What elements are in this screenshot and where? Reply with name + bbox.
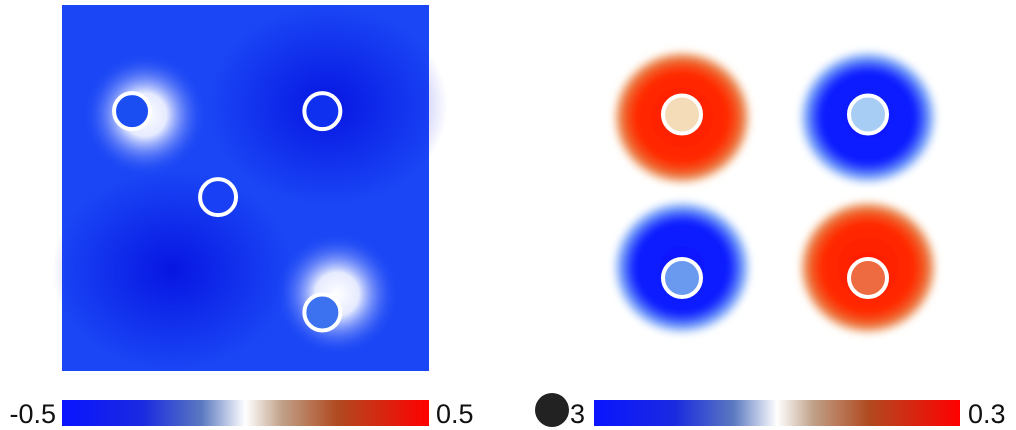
site-marker [847,257,889,299]
left-colorbar-min-label: -0.5 [9,399,56,429]
right-colorbar-gradient [594,400,960,426]
site-marker [661,93,703,136]
right-heatmap [614,51,936,334]
site-marker [198,177,239,218]
site-marker [661,257,703,299]
right-colorbar-min-label: 3 [570,399,585,429]
dot-marker [535,393,569,427]
right-colorbar: 3 0.3 [535,393,1006,429]
left-heatmap [52,5,448,371]
site-marker [302,91,343,132]
site-marker [112,91,153,132]
right-colorbar-max-label: 0.3 [968,399,1006,429]
field-well [52,170,293,371]
field-peak [275,232,399,357]
site-marker [302,292,343,333]
left-colorbar: -0.5 0.5 [9,399,473,429]
left-colorbar-max-label: 0.5 [436,399,474,429]
site-marker [847,93,889,136]
left-colorbar-gradient [62,400,429,426]
